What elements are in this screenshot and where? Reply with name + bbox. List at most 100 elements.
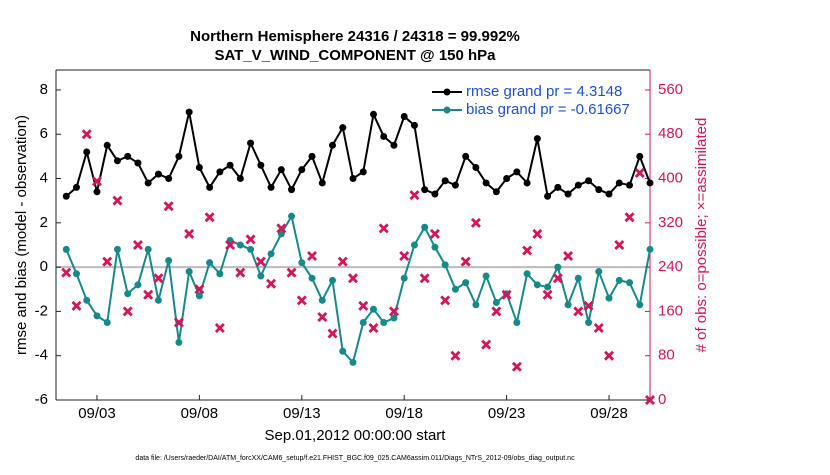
series-marker	[257, 272, 265, 280]
series-marker	[421, 186, 429, 194]
series-marker	[165, 175, 173, 183]
series-line	[65, 110, 651, 199]
y-tick-label: 4	[40, 169, 48, 186]
series-marker	[431, 190, 439, 198]
series-marker	[83, 296, 91, 304]
footnote: data file: /Users/raeder/DAI/ATM_forcXX/…	[135, 455, 575, 462]
series-marker	[369, 110, 377, 118]
obs-marker	[91, 176, 102, 187]
series-marker	[226, 161, 234, 169]
obs-marker	[399, 251, 410, 262]
series-marker	[113, 157, 121, 165]
series-marker	[451, 285, 459, 293]
x-tick-label: 09/03	[78, 405, 116, 422]
obs-marker	[583, 300, 594, 311]
series-marker	[462, 279, 470, 287]
series-marker	[62, 192, 70, 200]
series-marker	[144, 245, 152, 253]
obs-marker	[307, 251, 318, 262]
series-marker	[390, 314, 398, 322]
series-marker	[349, 175, 357, 183]
y-tick-label: 2	[40, 214, 48, 231]
series-marker	[185, 108, 193, 116]
obs-marker	[634, 167, 645, 178]
series-marker	[636, 152, 644, 160]
series-marker	[236, 241, 244, 249]
series-marker	[400, 113, 408, 121]
obs-marker	[204, 212, 215, 223]
obs-marker	[245, 234, 256, 245]
obs-marker	[460, 256, 471, 267]
series-marker	[195, 163, 203, 171]
y-tick-label: 6	[40, 125, 48, 142]
series-marker	[236, 175, 244, 183]
y-axis-label: rmse and bias (model - observation)	[13, 115, 30, 355]
series-marker	[83, 148, 91, 156]
obs-marker	[225, 239, 236, 250]
obs-marker	[102, 256, 113, 267]
series-marker	[369, 305, 377, 313]
series-marker	[288, 186, 296, 194]
obs-marker	[173, 317, 184, 328]
series-marker	[124, 290, 132, 298]
obs-marker	[214, 323, 225, 334]
series-marker	[595, 186, 603, 194]
series-marker	[195, 292, 203, 300]
series-marker	[585, 318, 593, 326]
legend-label: rmse grand pr = 4.3148	[466, 83, 622, 100]
obs-marker	[542, 289, 553, 300]
obs-marker	[112, 195, 123, 206]
series-marker	[492, 299, 500, 307]
x-tick-label: 09/23	[488, 405, 526, 422]
obs-marker	[624, 212, 635, 223]
x-tick-label: 09/18	[385, 405, 423, 422]
series-marker	[533, 135, 541, 143]
plot-area	[56, 70, 650, 400]
y2-tick-label: 0	[658, 391, 666, 408]
series-marker	[636, 301, 644, 309]
series-marker	[390, 141, 398, 149]
series-marker	[339, 347, 347, 355]
obs-marker	[276, 223, 287, 234]
series-marker	[72, 183, 80, 191]
legend-marker	[443, 106, 451, 114]
series-marker	[308, 274, 316, 282]
series-marker	[288, 212, 296, 220]
series-marker	[523, 270, 531, 278]
series-marker	[574, 181, 582, 189]
series-marker	[615, 276, 623, 284]
series-marker	[380, 318, 388, 326]
obs-marker	[163, 201, 174, 212]
series-marker	[472, 301, 480, 309]
obs-marker	[255, 256, 266, 267]
series-marker	[410, 241, 418, 249]
obs-marker	[296, 295, 307, 306]
y-tick-label: -6	[35, 391, 48, 408]
obs-marker	[419, 273, 430, 284]
obs-marker	[604, 350, 615, 361]
series-marker	[554, 183, 562, 191]
series-marker	[216, 168, 224, 176]
obs-marker	[522, 245, 533, 256]
legend-label: bias grand pr = -0.61667	[466, 101, 630, 118]
series-marker	[113, 245, 121, 253]
obs-marker	[388, 306, 399, 317]
obs-marker	[184, 228, 195, 239]
obs-marker	[440, 295, 451, 306]
series-marker	[267, 250, 275, 258]
series-marker	[62, 245, 70, 253]
series-marker	[329, 276, 337, 284]
series-marker	[544, 283, 552, 291]
series-marker	[605, 190, 613, 198]
series-marker	[564, 190, 572, 198]
chart-subtitle: SAT_V_WIND_COMPONENT @ 150 hPa	[214, 47, 496, 64]
series-marker	[513, 318, 521, 326]
obs-marker	[61, 267, 72, 278]
obs-marker	[563, 251, 574, 262]
series-marker	[277, 166, 285, 174]
y2-axis-label: # of obs: o=possible; ×=assimilated	[693, 118, 710, 353]
obs-marker	[71, 300, 82, 311]
obs-marker	[491, 306, 502, 317]
obs-marker	[429, 228, 440, 239]
y2-tick-label: 160	[658, 302, 683, 319]
